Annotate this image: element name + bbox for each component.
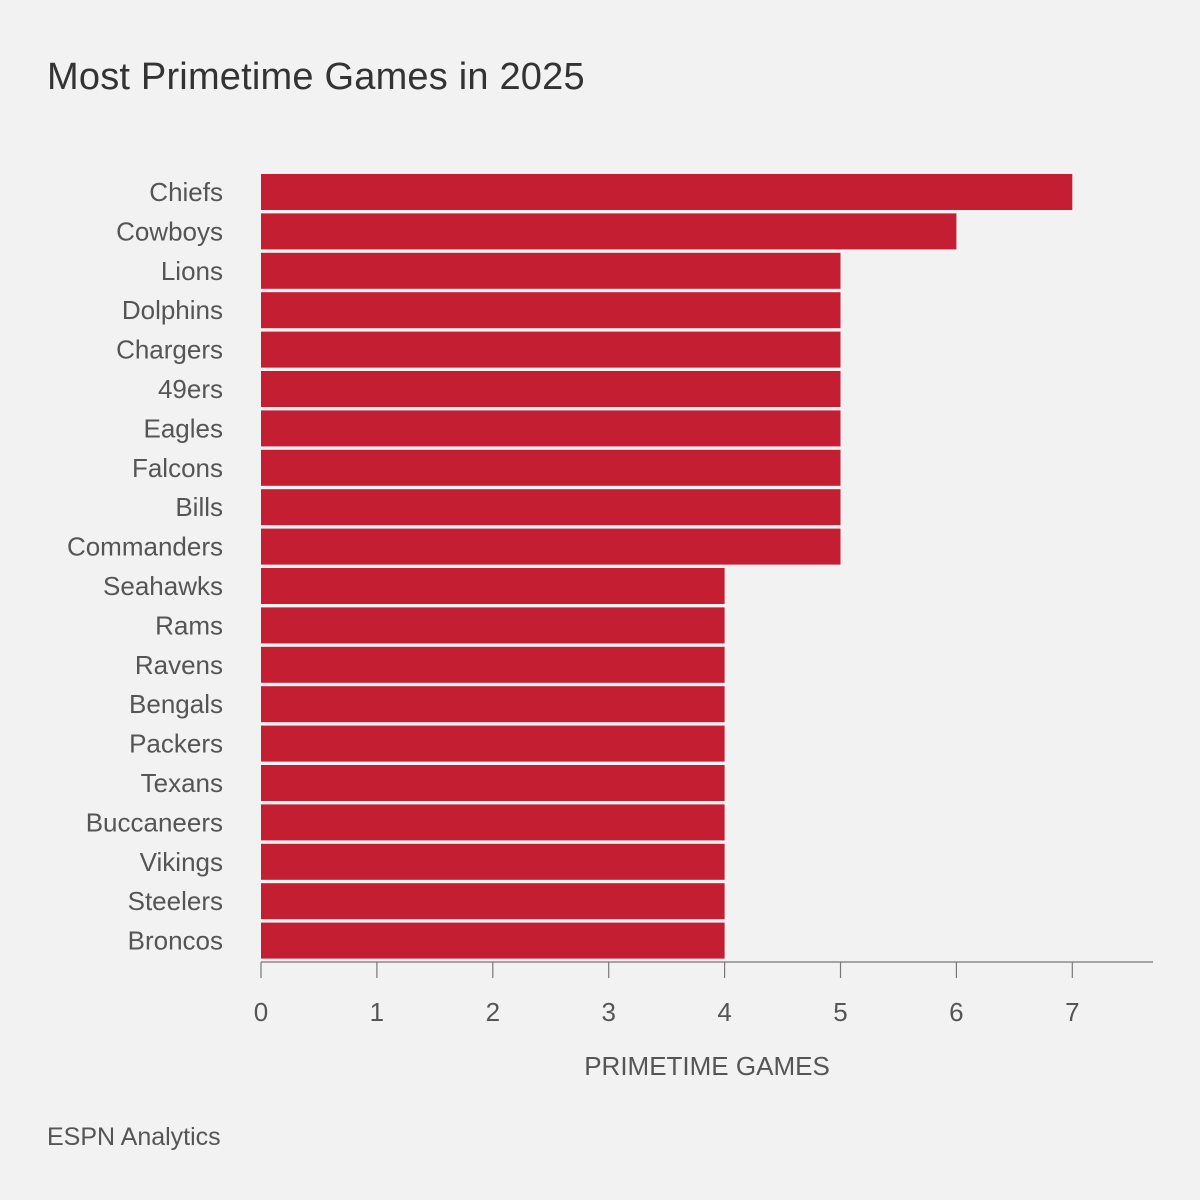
bar-commanders xyxy=(261,528,841,565)
category-label-bills: Bills xyxy=(175,492,223,522)
bar-buccaneers xyxy=(261,804,725,841)
bar-vikings xyxy=(261,843,725,880)
category-label-cowboys: Cowboys xyxy=(116,216,223,246)
bar-chargers xyxy=(261,331,841,368)
x-tick-label-0: 0 xyxy=(254,997,268,1027)
category-label-packers: Packers xyxy=(129,729,223,759)
category-label-chiefs: Chiefs xyxy=(149,177,223,207)
category-label-dolphins: Dolphins xyxy=(122,295,223,325)
category-labels: Chiefs Cowboys Lions Dolphins Chargers 49ers E… xyxy=(67,177,223,956)
category-label-lions: Lions xyxy=(161,256,223,286)
x-tick-label-6: 6 xyxy=(949,997,963,1027)
x-tick-label-7: 7 xyxy=(1065,997,1079,1027)
bar-bills xyxy=(261,489,841,526)
category-label-rams: Rams xyxy=(155,610,223,640)
bar-rams xyxy=(261,607,725,644)
bar-texans xyxy=(261,765,725,801)
x-tick-label-3: 3 xyxy=(601,997,615,1027)
bar-steelers xyxy=(261,883,725,920)
category-label-commanders: Commanders xyxy=(67,532,223,562)
category-label-ravens: Ravens xyxy=(135,650,223,680)
bars-group xyxy=(261,174,1073,959)
category-label-buccaneers: Buccaneers xyxy=(86,807,223,837)
bar-dolphins xyxy=(261,292,841,329)
chart-title: Most Primetime Games in 2025 xyxy=(47,56,585,98)
category-label-bengals: Bengals xyxy=(129,689,223,719)
category-label-broncos: Broncos xyxy=(128,926,223,956)
bar-lions xyxy=(261,252,841,289)
category-label-49ers: 49ers xyxy=(158,374,223,404)
x-axis-title: PRIMETIME GAMES xyxy=(584,1051,830,1081)
category-label-chargers: Chargers xyxy=(116,335,223,365)
category-label-eagles: Eagles xyxy=(144,413,224,443)
bar-cowboys xyxy=(261,213,957,250)
x-tick-label-1: 1 xyxy=(370,997,384,1027)
source-label: ESPN Analytics xyxy=(47,1123,221,1151)
bar-broncos xyxy=(261,922,725,959)
bar-falcons xyxy=(261,449,841,486)
bar-chiefs xyxy=(261,174,1073,210)
bar-49ers xyxy=(261,371,841,407)
x-tick-label-5: 5 xyxy=(833,997,847,1027)
category-label-vikings: Vikings xyxy=(140,847,223,877)
category-label-texans: Texans xyxy=(141,768,223,798)
x-tick-label-2: 2 xyxy=(486,997,500,1027)
category-label-falcons: Falcons xyxy=(132,453,223,483)
bar-packers xyxy=(261,725,725,762)
bar-bengals xyxy=(261,686,725,723)
category-label-steelers: Steelers xyxy=(128,886,223,916)
bar-seahawks xyxy=(261,568,725,604)
x-tick-label-4: 4 xyxy=(717,997,731,1027)
category-label-seahawks: Seahawks xyxy=(103,571,223,601)
bar-ravens xyxy=(261,646,725,683)
x-axis: 0 1 2 3 4 5 6 7 xyxy=(254,961,1153,1027)
bar-eagles xyxy=(261,410,841,447)
